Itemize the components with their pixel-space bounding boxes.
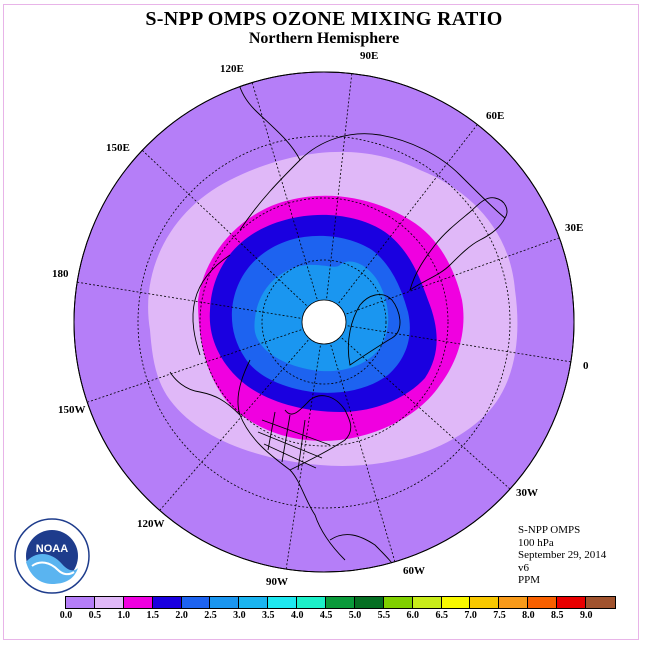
colorbar-tick-label: 4.5 [319,610,333,621]
colorbar-swatch [354,597,384,608]
graticule [75,72,573,571]
colorbar-swatch [152,597,182,608]
colorbar-swatch [441,597,471,608]
lon-label-150w: 150W [58,404,86,416]
coastlines [169,79,508,572]
noaa-logo: NOAA [14,518,90,594]
colorbar-tick-label: 8.5 [551,610,564,621]
colorbar-tick-label: 2.5 [204,610,217,621]
colorbar-swatch [181,597,211,608]
lon-label-90e: 90E [360,50,379,62]
lon-label-120e: 120E [220,63,244,75]
map-title: S-NPP OMPS OZONE MIXING RATIO [145,8,503,30]
colorbar-tick-label: 6.0 [406,610,420,621]
colorbar-tick-label: 3.5 [262,610,275,621]
colorbar-swatch [499,597,529,608]
info-block: S-NPP OMPS 100 hPa September 29, 2014 v6… [518,524,606,587]
colorbar-tick-label: 8.0 [522,610,535,621]
colorbar-swatch [326,597,355,608]
colorbar-swatch [297,597,327,608]
pole-no-data [301,299,347,345]
info-level: 100 hPa [518,536,554,549]
colorbar-tick-label: 3.0 [233,610,246,621]
colorbar-tick-label: 6.5 [435,610,448,621]
lon-label-60e: 60E [486,110,505,122]
colorbar [65,596,616,609]
info-units: PPM [518,574,541,586]
lon-label-150e: 150E [106,142,130,154]
colorbar-tick-label: 4.0 [290,610,304,621]
lon-label-120w: 120W [137,518,165,530]
lon-label-30w: 30W [516,487,538,499]
info-instrument: S-NPP OMPS [518,524,581,536]
colorbar-swatch [586,597,615,608]
map-subtitle: Northern Hemisphere [248,30,400,47]
colorbar-tick-label: 5.5 [377,610,391,621]
lon-label-0: 0 [583,360,589,372]
colorbar-swatch [412,597,442,608]
colorbar-tick-label: 0.5 [88,610,102,621]
colorbar-swatch [210,597,240,608]
colorbar-tick-label: 5.0 [348,610,362,621]
figure-frame [3,4,639,640]
colorbar-tick-label: 2.0 [175,610,188,621]
info-version: v6 [518,561,529,574]
colorbar-swatch [470,597,500,608]
colorbar-swatch [123,597,153,608]
colorbar-tick-label: 1.5 [146,610,159,621]
colorbar-tick-label: 7.5 [493,610,506,621]
colorbar-swatch [557,597,587,608]
lon-label-60w: 60W [403,565,425,577]
lon-label-90w: 90W [266,576,288,588]
colorbar-swatch [239,597,269,608]
colorbar-tick-label: 1.0 [117,610,131,621]
colorbar-swatch [94,597,124,608]
colorbar-swatch [383,597,413,608]
lon-label-30e: 30E [565,222,584,234]
colorbar-swatch [528,597,558,608]
noaa-logo-text: NOAA [36,543,68,555]
colorbar-tick-label: 9.0 [579,610,593,621]
colorbar-tick-label: 0.0 [59,610,73,621]
lon-label-180: 180 [52,268,69,280]
colorbar-tick-label: 7.0 [464,610,477,621]
colorbar-swatch [66,597,95,608]
info-date: September 29, 2014 [518,549,607,561]
colorbar-swatch [268,597,298,608]
